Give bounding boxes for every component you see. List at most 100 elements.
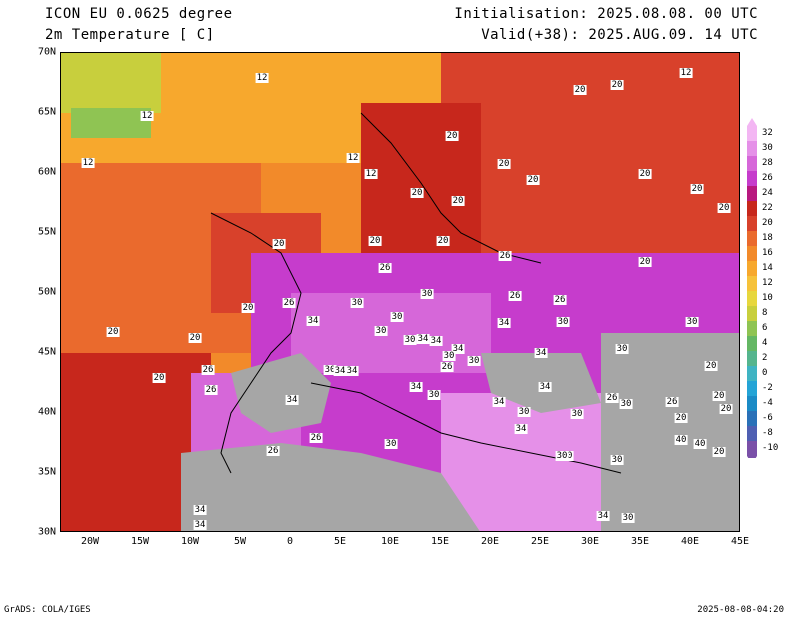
colorbar-segment <box>747 411 757 426</box>
colorbar-level-label: 8 <box>762 308 768 318</box>
temperature-contour-label: 12 <box>364 169 378 179</box>
colorbar-level-label: 32 <box>762 128 773 138</box>
lon-tick-30E: 30E <box>580 536 600 547</box>
temperature-contour-label: 30 <box>685 317 699 327</box>
colorbar-segment <box>747 351 757 366</box>
lon-tick-20E: 20E <box>480 536 500 547</box>
temperature-contour-label: 34 <box>514 424 528 434</box>
temperature-contour-label: 20 <box>436 236 450 246</box>
temperature-contour-label: 20 <box>712 391 726 401</box>
temperature-contour-label: 30 <box>570 409 584 419</box>
initialisation-label: Initialisation: 2025.08.08. 00 UTC <box>454 6 758 22</box>
colorbar-level-label: 24 <box>762 188 773 198</box>
variable-title: 2m Temperature [ C] <box>45 27 215 43</box>
temperature-contour-label: 26 <box>440 362 454 372</box>
temperature-contour-label: 30 <box>555 451 569 461</box>
colorbar-bottom-arrow <box>747 456 757 458</box>
lat-tick-55N: 55N <box>37 226 56 238</box>
colorbar-segment <box>747 156 757 171</box>
temperature-map <box>60 52 740 532</box>
colorbar-level-label: 14 <box>762 263 773 273</box>
temperature-contour-label: 34 <box>193 505 207 515</box>
colorbar-segment <box>747 321 757 336</box>
colorbar-segment <box>747 441 757 456</box>
colorbar-level-label: -2 <box>762 383 773 393</box>
colorbar-level-label: -8 <box>762 428 773 438</box>
temperature-contour-label: 26 <box>378 263 392 273</box>
temperature-contour-label: 30 <box>374 326 388 336</box>
temperature-contour-label: 20 <box>241 303 255 313</box>
colorbar-level-label: 30 <box>762 143 773 153</box>
iberia-land <box>231 353 331 433</box>
temperature-contour-label: 34 <box>306 316 320 326</box>
lon-tick-40E: 40E <box>680 536 700 547</box>
lon-tick-15W: 15W <box>130 536 150 547</box>
temperature-contour-label: 12 <box>255 73 269 83</box>
temperature-contour-label: 34 <box>333 366 347 376</box>
temperature-contour-label: 20 <box>638 257 652 267</box>
footer-credit: GrADS: COLA/IGES <box>4 605 91 615</box>
east-land <box>601 333 739 531</box>
temperature-contour-label: 20 <box>719 404 733 414</box>
temperature-contour-label: 30 <box>467 356 481 366</box>
coastline-west <box>210 212 302 474</box>
lon-tick-10E: 10E <box>380 536 400 547</box>
model-title: ICON EU 0.0625 degree <box>45 6 233 22</box>
colorbar-segment <box>747 171 757 186</box>
colorbar-level-label: 6 <box>762 323 768 333</box>
lon-tick-10W: 10W <box>180 536 200 547</box>
colorbar-top-arrow <box>747 118 757 126</box>
colorbar-level-label: 26 <box>762 173 773 183</box>
temperature-contour-label: 20 <box>704 361 718 371</box>
temperature-contour-label: 34 <box>409 382 423 392</box>
greenland-sea-field <box>61 53 161 113</box>
colorbar-segment <box>747 201 757 216</box>
colorbar-segment <box>747 216 757 231</box>
temperature-contour-label: 20 <box>712 447 726 457</box>
lat-tick-50N: 50N <box>37 286 56 298</box>
temperature-contour-label: 26 <box>201 365 215 375</box>
colorbar-level-label: 20 <box>762 218 773 228</box>
temperature-contour-label: 34 <box>534 348 548 358</box>
lon-tick-15E: 15E <box>430 536 450 547</box>
temperature-contour-label: 26 <box>553 295 567 305</box>
lat-tick-70N: 70N <box>37 46 56 58</box>
colorbar-level-label: 10 <box>762 293 773 303</box>
temperature-contour-label: 30 <box>517 407 531 417</box>
temperature-contour-label: 20 <box>674 413 688 423</box>
colorbar-segment <box>747 336 757 351</box>
colorbar-segment <box>747 366 757 381</box>
colorbar-segment <box>747 246 757 261</box>
temperature-contour-label: 20 <box>272 239 286 249</box>
temperature-contour-label: 20 <box>188 333 202 343</box>
lat-tick-35N: 35N <box>37 466 56 478</box>
temperature-contour-label: 20 <box>610 80 624 90</box>
colorbar-level-label: 18 <box>762 233 773 243</box>
colorbar-level-label: 22 <box>762 203 773 213</box>
colorbar-segment <box>747 261 757 276</box>
temperature-contour-label: 26 <box>665 397 679 407</box>
temperature-contour-label: 20 <box>368 236 382 246</box>
colorbar-segment <box>747 381 757 396</box>
temperature-contour-label: 34 <box>429 336 443 346</box>
temperature-contour-label: 34 <box>345 366 359 376</box>
temperature-contour-label: 26 <box>204 385 218 395</box>
temperature-contour-label: 40 <box>693 439 707 449</box>
lat-tick-45N: 45N <box>37 346 56 358</box>
lon-tick-5W: 5W <box>233 536 247 547</box>
footer-timestamp: 2025-08-08-04:20 <box>697 605 784 615</box>
map-svg <box>61 53 739 531</box>
temperature-contour-label: 20 <box>526 175 540 185</box>
lon-tick-25E: 25E <box>530 536 550 547</box>
temperature-contour-label: 34 <box>538 382 552 392</box>
temperature-contour-label: 34 <box>497 318 511 328</box>
temperature-contour-label: 12 <box>679 68 693 78</box>
temperature-contour-label: 30 <box>403 335 417 345</box>
lon-tick-0: 0 <box>286 536 294 547</box>
colorbar-segment <box>747 306 757 321</box>
lat-tick-65N: 65N <box>37 106 56 118</box>
temperature-contour-label: 34 <box>193 520 207 530</box>
temperature-contour-label: 30 <box>323 365 337 375</box>
temperature-contour-label: 20 <box>445 131 459 141</box>
temperature-contour-label: 26 <box>282 298 296 308</box>
